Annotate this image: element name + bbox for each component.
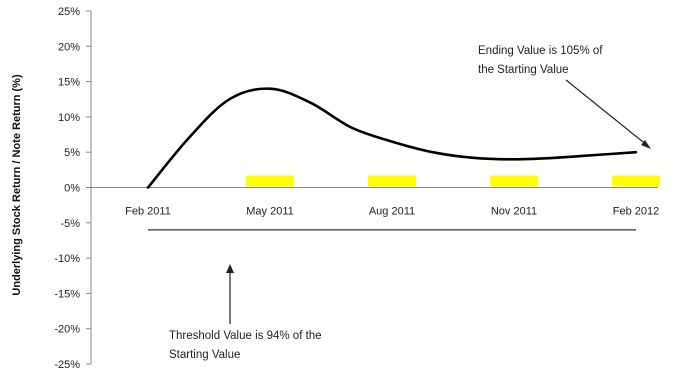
y-tick-label: -25%: [54, 359, 80, 371]
y-tick-label: -20%: [54, 324, 80, 336]
coupon-bar: [612, 175, 660, 187]
coupon-bar: [490, 175, 538, 187]
y-tick-label: -10%: [54, 253, 80, 265]
annotation-ending-line2: the Starting Value: [478, 64, 569, 76]
y-tick-label: 0%: [64, 183, 80, 195]
annotation-threshold-line2: Starting Value: [169, 349, 240, 361]
x-tick-label: Nov 2011: [491, 206, 537, 218]
series-line: [146, 87, 638, 189]
ending-annotation: Ending Value is 105% of the Starting Val…: [478, 45, 651, 149]
y-tick-label: 25%: [58, 6, 80, 18]
ending-arrow: [565, 79, 649, 147]
threshold-annotation: Threshold Value is 94% of the Starting V…: [169, 264, 322, 361]
ending-arrowhead: [641, 140, 651, 149]
x-tick-label: Feb 2011: [125, 206, 171, 218]
y-tick-label: -5%: [60, 218, 80, 230]
y-tick-label: 10%: [58, 112, 80, 124]
x-tick-label: May 2011: [246, 206, 294, 218]
coupon-bar: [368, 175, 416, 187]
y-tick-label: 15%: [58, 77, 80, 89]
coupon-markers: [246, 175, 660, 187]
y-axis: 25% 20% 15% 10% 5% 0% -5% -10% -15% -20% -25%: [54, 6, 658, 371]
y-tick-label: 20%: [58, 41, 80, 53]
annotation-ending-line1: Ending Value is 105% of: [478, 45, 603, 57]
x-tick-label: Feb 2012: [613, 206, 659, 218]
coupon-bar: [246, 175, 294, 187]
annotation-threshold-line1: Threshold Value is 94% of the: [169, 330, 322, 342]
y-axis-label: Underlying Stock Return / Note Return (%…: [11, 74, 23, 296]
threshold-arrowhead: [226, 264, 234, 273]
y-tick-label: -15%: [54, 288, 80, 300]
y-tick-label: 5%: [64, 147, 80, 159]
x-axis: Feb 2011 May 2011 Aug 2011 Nov 2011 Feb 2012: [125, 206, 659, 218]
x-tick-label: Aug 2011: [369, 206, 415, 218]
